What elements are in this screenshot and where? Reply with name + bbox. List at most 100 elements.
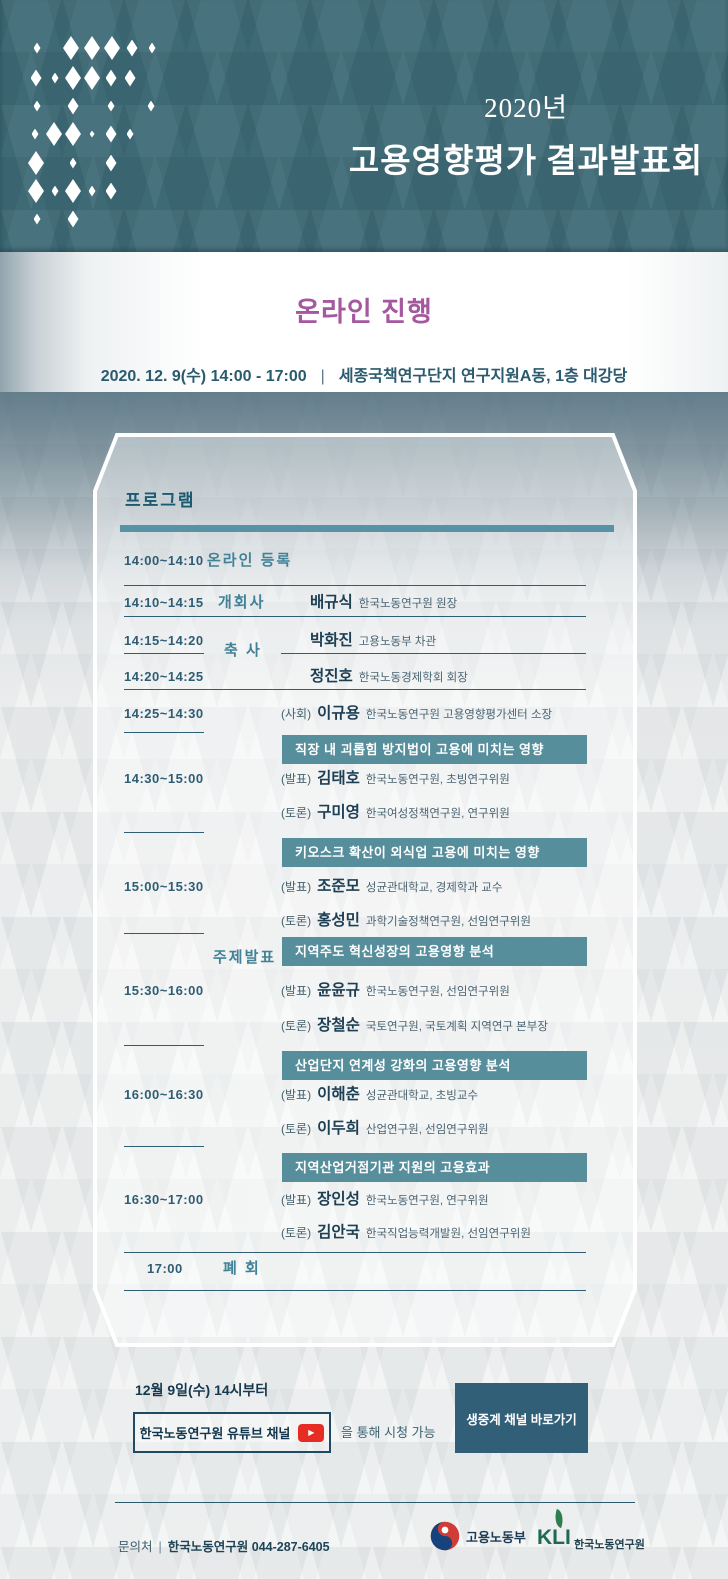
diamond-glyph xyxy=(28,151,44,175)
speaker-affiliation: 한국노동연구원 원장 xyxy=(358,598,458,610)
info-band: 온라인 진행 2020. 12. 9(수) 14:00 - 17:00 | 세종국책… xyxy=(0,252,728,392)
diamond-glyph xyxy=(126,128,134,140)
kli-acronym: KLI xyxy=(537,1526,571,1549)
kli-diamond-logo xyxy=(0,0,200,240)
diamond-glyph xyxy=(67,97,79,115)
speaker-role-prefix: (토론) xyxy=(281,914,312,928)
diamond-glyph xyxy=(84,36,100,60)
event-venue: 세종국책연구단지 연구지원A동, 1층 대강당 xyxy=(338,368,628,385)
time-slot: 17:00 xyxy=(147,1261,183,1276)
speaker: (발표) 윤윤규 한국노동연구원, 선임연구위원 xyxy=(281,979,510,1004)
speaker: (토론) 이두희 산업연구원, 선임연구위원 xyxy=(281,1117,489,1142)
speaker-affiliation: 국토연구원, 국토계획 지역연구 본부장 xyxy=(365,1021,548,1033)
schedule-row: (토론) 홍성민 과학기술정책연구원, 선임연구위원 xyxy=(95,909,635,933)
schedule-row: 14:30~15:00 (발표) 김태호 한국노동연구원, 초빙연구위원 xyxy=(95,767,635,791)
moel-logo: 고용노동부 xyxy=(430,1521,526,1551)
schedule-row: 17:00 폐 회 xyxy=(95,1257,635,1281)
diamond-glyph xyxy=(65,66,81,90)
speaker-name: 이해춘 xyxy=(317,1086,360,1103)
speaker-name: 김태호 xyxy=(317,770,360,787)
congratulatory-group-label: 축 사 xyxy=(224,642,262,659)
separator-line xyxy=(124,1290,586,1291)
time-slot: 16:30~17:00 xyxy=(124,1192,204,1207)
session-topic-banner: 산업단지 연계성 강화의 고용영향 분석 xyxy=(282,1051,587,1080)
speaker: (토론) 구미영 한국여성정책연구원, 연구위원 xyxy=(281,801,510,826)
schedule-row: 15:30~16:00 (발표) 윤윤규 한국노동연구원, 선임연구위원 xyxy=(95,979,635,1003)
time-slot: 14:30~15:00 xyxy=(124,771,204,786)
speaker-affiliation: 과학기술정책연구원, 선임연구위원 xyxy=(365,916,531,928)
speaker: (발표) 조준모 성균관대학교, 경제학과 교수 xyxy=(281,875,502,900)
speaker: (토론) 장철순 국토연구원, 국토계획 지역연구 본부장 xyxy=(281,1014,548,1039)
separator-line xyxy=(281,653,586,654)
diamond-glyph xyxy=(105,182,117,200)
speaker-role-prefix: (발표) xyxy=(281,880,312,894)
online-mode-label: 온라인 진행 xyxy=(295,297,433,327)
diamond-glyph xyxy=(51,72,59,84)
diamond-glyph xyxy=(30,69,42,87)
speaker-affiliation: 한국노동연구원 고용영향평가센터 소장 xyxy=(365,709,553,721)
separator-line xyxy=(124,1146,204,1147)
diamond-glyph xyxy=(65,122,81,146)
row-label: 온라인 등록 xyxy=(207,552,293,569)
diamond-glyph xyxy=(148,42,156,54)
diamond-glyph xyxy=(33,100,41,112)
speaker-affiliation: 한국여성정책연구원, 연구위원 xyxy=(365,808,510,820)
schedule-row: (토론) 구미영 한국여성정책연구원, 연구위원 xyxy=(95,801,635,825)
schedule-row: (토론) 김안국 한국직업능력개발원, 선임연구위원 xyxy=(95,1221,635,1245)
diamond-glyph xyxy=(124,69,136,87)
speaker-name: 홍성민 xyxy=(317,912,360,929)
schedule-row: 15:00~15:30 (발표) 조준모 성균관대학교, 경제학과 교수 xyxy=(95,875,635,899)
schedule-row: 16:00~16:30 (발표) 이해춘 성균관대학교, 초빙교수 xyxy=(95,1083,635,1107)
divider: | xyxy=(320,368,325,385)
body-background xyxy=(0,392,728,1579)
speaker-affiliation: 한국직업능력개발원, 선임연구위원 xyxy=(365,1228,531,1240)
speaker-role-prefix: (토론) xyxy=(281,1019,312,1033)
watch-info-text: 을 통해 시청 가능 xyxy=(341,1425,436,1440)
diamond-glyph xyxy=(126,39,138,57)
schedule-row: 14:25~14:30 (사회) 이규용 한국노동연구원 고용영향평가센터 소장 xyxy=(95,702,635,726)
speaker-affiliation: 한국노동연구원, 연구위원 xyxy=(365,1195,489,1207)
kli-logo: KLI 한국노동연구원 xyxy=(537,1508,647,1558)
speaker: 정진호 한국노동경제학회 회장 xyxy=(310,665,468,690)
speaker-role-prefix: (발표) xyxy=(281,984,312,998)
schedule-row: 14:20~14:25 정진호 한국노동경제학회 회장 xyxy=(95,665,635,689)
speaker-affiliation: 한국노동연구원, 선임연구위원 xyxy=(365,986,510,998)
separator-line xyxy=(124,933,204,934)
time-slot: 14:00~14:10 xyxy=(124,553,204,568)
youtube-channel-box[interactable]: 한국노동연구원 유튜브 채널 ▶ xyxy=(133,1412,331,1453)
event-datetime: 2020. 12. 9(수) 14:00 - 17:00 xyxy=(100,368,307,385)
separator-line xyxy=(124,585,586,586)
speaker: (발표) 이해춘 성균관대학교, 초빙교수 xyxy=(281,1083,478,1108)
speaker-name: 이규용 xyxy=(317,705,360,722)
youtube-channel-label: 한국노동연구원 유튜브 채널 xyxy=(139,1426,291,1441)
live-channel-button[interactable]: 생중계 채널 바로가기 xyxy=(455,1383,588,1453)
speaker-name: 김안국 xyxy=(317,1224,360,1241)
row-label: 폐 회 xyxy=(223,1260,261,1277)
time-slot: 14:10~14:15 xyxy=(124,595,204,610)
speaker: (발표) 김태호 한국노동연구원, 초빙연구위원 xyxy=(281,767,510,792)
date-venue-line: 2020. 12. 9(수) 14:00 - 17:00 | 세종국책연구단지 연구… xyxy=(0,362,728,386)
speaker-affiliation: 한국노동경제학회 회장 xyxy=(358,672,468,684)
schedule-row: 16:30~17:00 (발표) 장인성 한국노동연구원, 연구위원 xyxy=(95,1188,635,1212)
speaker: 박화진 고용노동부 차관 xyxy=(310,629,436,654)
diamond-glyph xyxy=(63,36,79,60)
session-topic-banner: 키오스크 확산이 외식업 고용에 미치는 영향 xyxy=(282,838,587,867)
speaker-affiliation: 성균관대학교, 초빙교수 xyxy=(365,1090,479,1102)
speaker-name: 정진호 xyxy=(310,668,353,685)
speaker-affiliation: 성균관대학교, 경제학과 교수 xyxy=(365,882,503,894)
diamond-glyph xyxy=(67,210,79,228)
separator-line xyxy=(124,616,586,617)
header-banner: 2020년 고용영향평가 결과발표회 xyxy=(0,0,728,252)
separator-line xyxy=(124,1252,586,1253)
speaker-name: 장철순 xyxy=(317,1017,360,1034)
separator-line xyxy=(124,653,204,654)
separator-line xyxy=(124,1045,204,1046)
speaker-role-prefix: (발표) xyxy=(281,1193,312,1207)
speaker-role-prefix: (발표) xyxy=(281,772,312,786)
diamond-glyph xyxy=(51,185,59,197)
speaker-affiliation: 한국노동연구원, 초빙연구위원 xyxy=(365,774,510,786)
diamond-glyph xyxy=(88,185,96,197)
speaker-name: 윤윤규 xyxy=(317,982,360,999)
moel-emblem-icon xyxy=(430,1521,460,1551)
speaker: 배규식 한국노동연구원 원장 xyxy=(310,591,457,616)
